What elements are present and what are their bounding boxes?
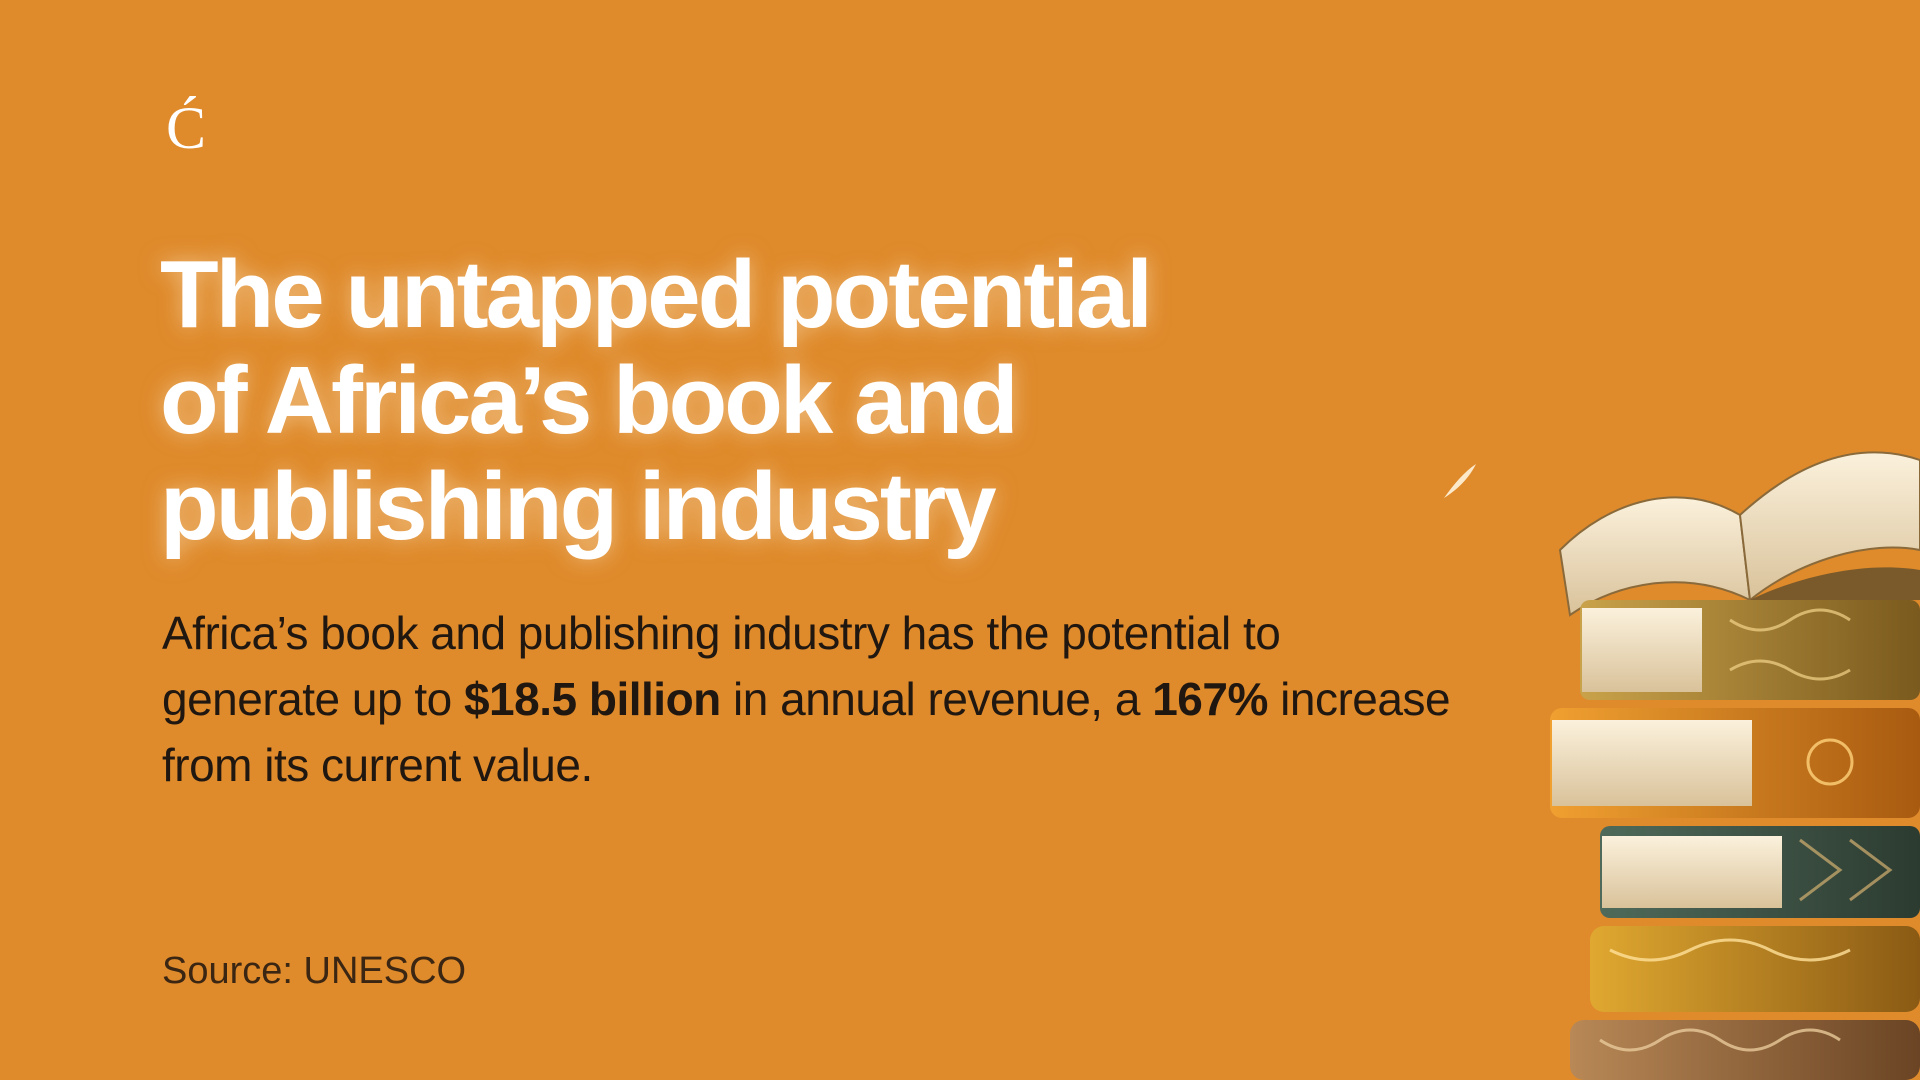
source-citation: Source: UNESCO	[162, 950, 467, 992]
book-stack-icon	[1550, 451, 1920, 1080]
increase-highlight: 167%	[1152, 673, 1268, 725]
title-line-3: publishing industry	[160, 453, 997, 560]
page-title: The untapped potential of Africa’s book …	[160, 242, 1360, 560]
body-paragraph: Africa’s book and publishing industry ha…	[162, 600, 1462, 798]
feather-icon	[1444, 464, 1476, 498]
title-line-1: The untapped potential	[160, 241, 1153, 348]
revenue-highlight: $18.5 billion	[463, 673, 721, 725]
brand-logo: Ć	[166, 95, 207, 161]
body-text-part-1: Africa’s book and publishing industry ha…	[162, 607, 1281, 725]
title-line-2: of Africa’s book and	[160, 347, 1019, 454]
body-text-part-2: in annual revenue, a	[720, 673, 1153, 725]
body-text-part-3: increase from its current value.	[162, 673, 1451, 791]
